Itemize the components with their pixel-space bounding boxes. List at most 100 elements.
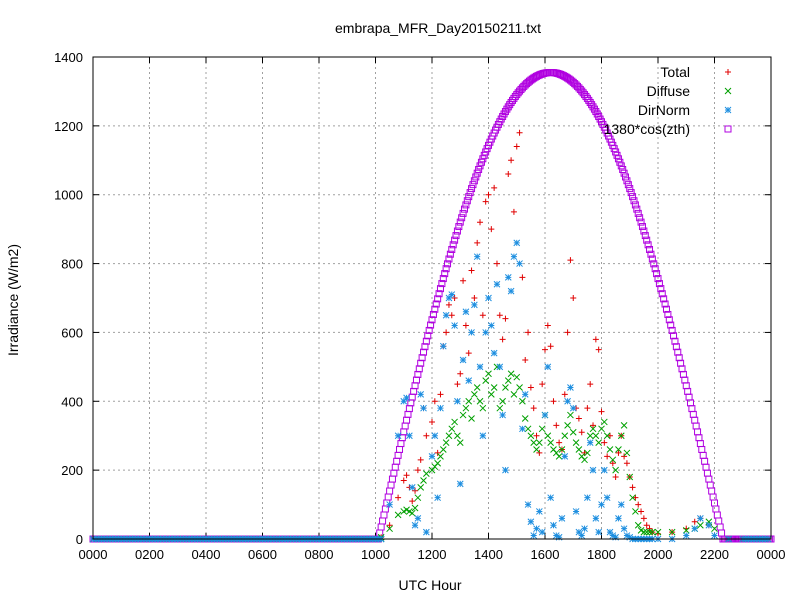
- series-cos-zth-point: [705, 475, 713, 483]
- series-diffuse-point: [414, 494, 422, 502]
- series-cos-zth-point: [441, 270, 449, 278]
- series-total-point: [508, 157, 515, 164]
- series-cos-zth-point: [672, 343, 680, 351]
- series-cos-zth-point: [431, 305, 439, 313]
- series-dirnorm-point: [527, 518, 535, 526]
- series-cos-zth-point: [434, 295, 442, 303]
- series-dirnorm-point: [620, 525, 628, 533]
- series-dirnorm-point: [465, 377, 473, 384]
- series-cos-zth-point: [712, 505, 720, 513]
- series-dirnorm-point: [524, 501, 532, 508]
- series-dirnorm-point: [569, 404, 577, 412]
- series-cos-zth-point: [657, 285, 665, 293]
- series-cos-zth-point: [651, 265, 659, 273]
- series-cos-zth-point: [702, 463, 710, 471]
- series-dirnorm-point: [459, 356, 467, 364]
- series-cos-zth-point: [699, 451, 707, 459]
- x-tick-label: 0200: [135, 547, 164, 562]
- series-total-point: [468, 267, 475, 274]
- series-cos-zth-point: [634, 209, 642, 217]
- series-diffuse-point: [533, 446, 540, 453]
- series-cos-zth-point: [664, 310, 672, 318]
- plot-area: [89, 68, 775, 543]
- series-dirnorm-point: [691, 525, 699, 533]
- series-total-point: [516, 129, 523, 136]
- series-total-point: [646, 525, 653, 532]
- series-cos-zth-point: [448, 245, 456, 253]
- series-total-point: [581, 449, 588, 456]
- series-cos-zth-point: [661, 300, 669, 308]
- series-cos-zth-point: [627, 189, 635, 197]
- series-diffuse-point: [589, 425, 597, 433]
- series-cos-zth-point: [475, 166, 483, 174]
- series-total-point: [437, 391, 444, 398]
- x-tick-label: 0600: [248, 547, 277, 562]
- series-cos-zth: [89, 68, 775, 543]
- series-total-point: [412, 487, 419, 494]
- series-cos-zth-point: [465, 193, 473, 201]
- series-cos-zth-point: [445, 255, 453, 263]
- series-total-point: [691, 518, 698, 525]
- series-diffuse-point: [555, 453, 563, 460]
- series-total-point: [584, 405, 591, 412]
- series-diffuse-point: [454, 432, 461, 440]
- series-diffuse-point: [479, 404, 487, 412]
- series-diffuse-point: [668, 528, 676, 536]
- series-total-point: [638, 508, 645, 515]
- series-dirnorm-point: [598, 501, 605, 508]
- series-diffuse-point: [609, 456, 617, 464]
- series-cos-zth-point: [377, 523, 385, 531]
- series-dirnorm-point: [445, 294, 453, 302]
- series-total-point: [493, 260, 500, 267]
- series-cos-zth-point: [630, 197, 638, 205]
- x-axis-ticks: 0000 0200 0400 0600 0800 1000 1200 1400 1600 1800…: [79, 57, 785, 562]
- series-dirnorm-point: [519, 425, 526, 433]
- series-dirnorm-point: [538, 528, 546, 536]
- x-axis-label: UTC Hour: [398, 577, 461, 593]
- series-diffuse-point: [682, 527, 690, 534]
- series-cos-zth-point: [403, 416, 411, 424]
- series-dirnorm-point: [558, 514, 566, 522]
- series-total-point: [632, 494, 639, 501]
- y-tick-label: 800: [61, 257, 83, 272]
- series-total-point: [445, 301, 452, 308]
- series-diffuse-point: [640, 528, 648, 536]
- series-total-point: [423, 432, 430, 439]
- series-dirnorm-point: [592, 514, 600, 522]
- series-total-point: [513, 143, 520, 150]
- series-cos-zth-point: [622, 173, 630, 181]
- series-diffuse-point: [606, 446, 614, 453]
- series-diffuse-point: [617, 432, 625, 440]
- series-total-point: [431, 398, 438, 405]
- series-dirnorm-point: [510, 253, 518, 261]
- series-diffuse-point: [521, 415, 529, 422]
- series-dirnorm-point: [547, 494, 555, 502]
- series-cos-zth-point: [655, 280, 663, 288]
- series-total-point: [623, 460, 630, 467]
- series-total-point: [477, 219, 484, 226]
- series-cos-zth-point: [376, 529, 384, 537]
- series-cos-zth-point: [686, 399, 694, 407]
- series-dirnorm-point: [400, 397, 408, 405]
- series-total-point: [519, 274, 526, 281]
- series-cos-zth-point: [472, 173, 480, 181]
- plot-frame: [92, 56, 772, 540]
- series-diffuse-point: [417, 484, 425, 491]
- x-tick-label: 2200: [700, 547, 729, 562]
- series-total-point: [462, 322, 469, 329]
- series-cos-zth-point: [706, 481, 714, 489]
- series-diffuse-point: [598, 425, 605, 433]
- series-total-point: [465, 350, 472, 357]
- series-cos-zth-point: [641, 232, 649, 240]
- legend-label-dirnorm: DirNorm: [638, 102, 690, 118]
- series-total-point: [592, 336, 599, 343]
- series-cos-zth-point: [384, 493, 392, 501]
- series-dirnorm-point: [603, 494, 611, 502]
- series-diffuse-point: [623, 449, 631, 457]
- legend-label-diffuse: Diffuse: [647, 83, 691, 99]
- series-dirnorm-point: [437, 404, 444, 412]
- series-cos-zth-point: [438, 280, 446, 288]
- series-total-point: [629, 484, 636, 491]
- series-diffuse-point: [411, 504, 419, 512]
